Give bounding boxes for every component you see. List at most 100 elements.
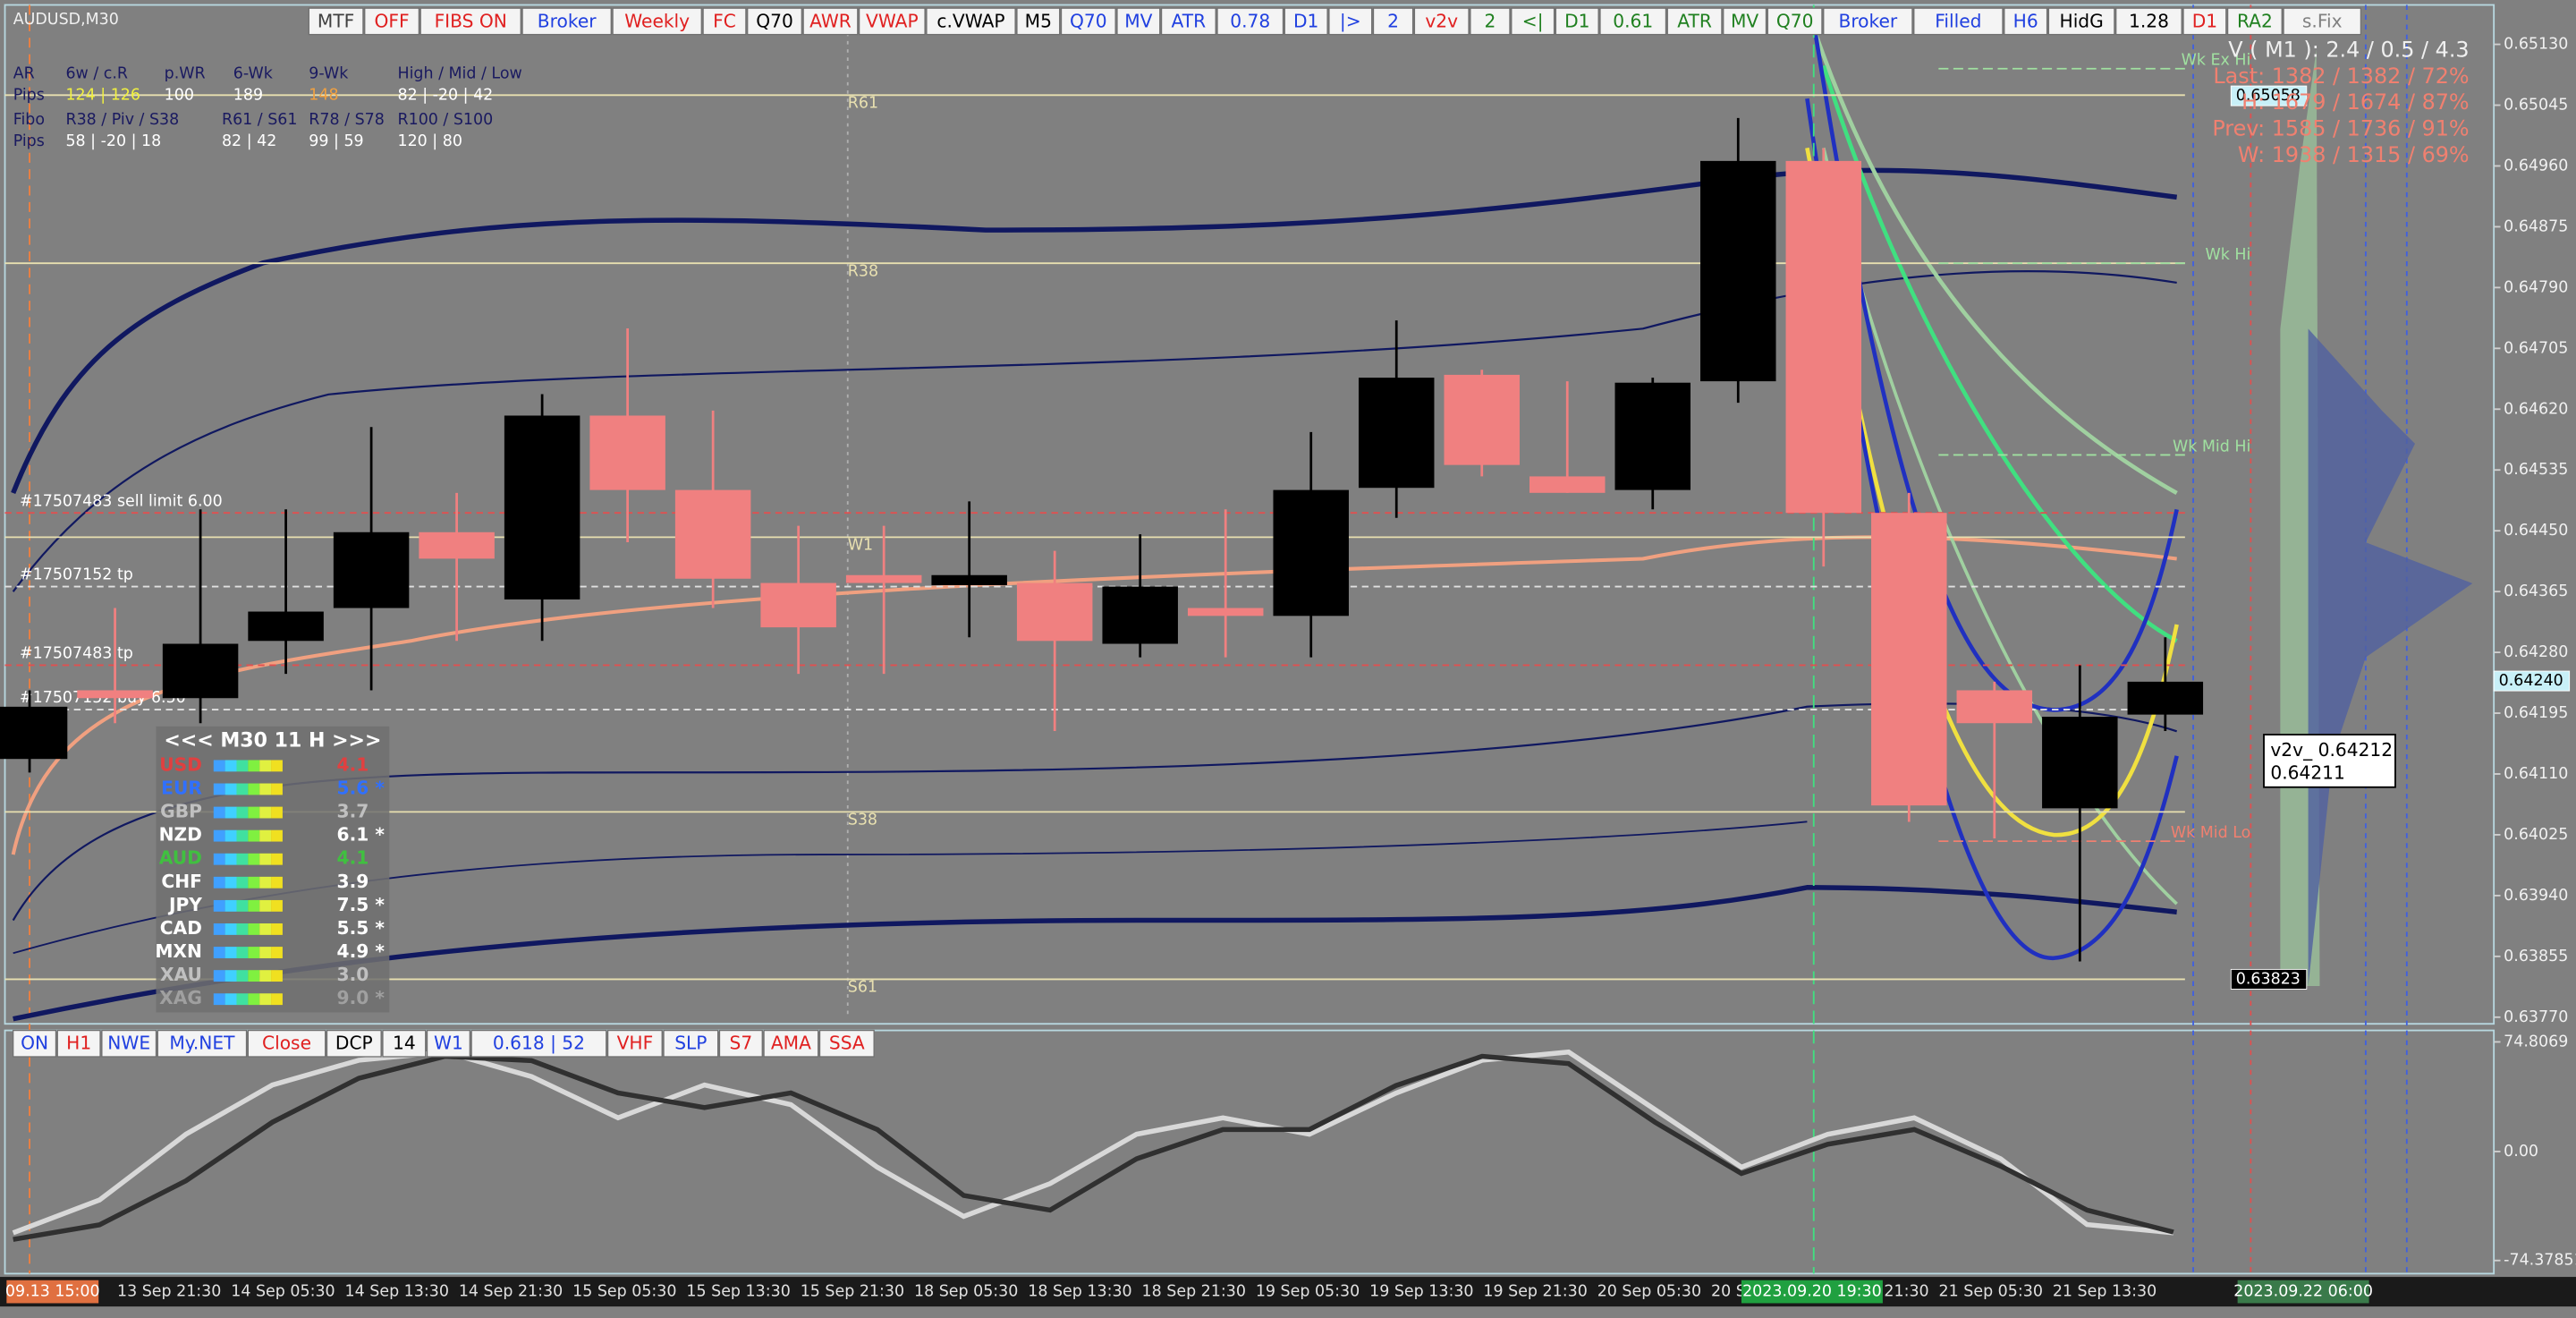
weekly-label: Wk Hi xyxy=(2205,246,2250,264)
strength-bar xyxy=(213,829,225,842)
strength-bar xyxy=(259,783,272,795)
toolbar-button[interactable]: D1 xyxy=(1284,7,1328,36)
toolbar-button[interactable]: AMA xyxy=(763,1029,819,1058)
info-cell: 99 | 59 xyxy=(309,132,363,150)
candle-body xyxy=(674,489,751,579)
toolbar-button[interactable]: 14 xyxy=(382,1029,427,1058)
y-tick-label: 0.64705 xyxy=(2504,339,2568,357)
toolbar-button[interactable]: W1 xyxy=(426,1029,470,1058)
toolbar-button[interactable]: D1 xyxy=(2182,7,2227,36)
strength-bar xyxy=(213,970,225,982)
toolbar-button[interactable]: M5 xyxy=(1016,7,1061,36)
button-label: FIBS ON xyxy=(435,10,507,31)
strength-bar xyxy=(259,876,272,889)
toolbar-button[interactable]: H6 xyxy=(2004,7,2048,36)
strength-bar xyxy=(259,923,272,935)
toolbar-button[interactable]: <| xyxy=(1511,7,1555,36)
parabola xyxy=(1805,98,2179,961)
button-label: H6 xyxy=(2013,10,2038,31)
button-face xyxy=(747,7,802,36)
info-cell: 6w / c.R xyxy=(65,65,128,83)
button-face xyxy=(663,1029,719,1058)
strength-bar xyxy=(271,899,283,912)
candle-body xyxy=(589,415,665,490)
band-lower xyxy=(13,885,2177,1022)
toolbar-button[interactable]: Q70 xyxy=(747,7,802,36)
x-tick-label: 21 Sep 05:30 xyxy=(1939,1283,2043,1301)
button-label: ATR xyxy=(1172,10,1207,31)
info-cell: 6-Wk xyxy=(233,65,274,83)
toolbar-button[interactable]: FC xyxy=(702,7,747,36)
toolbar-button[interactable]: SLP xyxy=(663,1029,719,1058)
y-tick-label: 0.64535 xyxy=(2504,461,2568,479)
toolbar-button[interactable]: 0.61 xyxy=(1599,7,1667,36)
strength-header: <<< M30 11 H >>> xyxy=(164,729,381,752)
strength-bar xyxy=(213,899,225,912)
toolbar-button[interactable]: VWAP xyxy=(858,7,926,36)
currency-value: 3.0 xyxy=(337,964,369,985)
button-face xyxy=(2004,7,2048,36)
button-face xyxy=(606,1029,663,1058)
toolbar-button[interactable]: 0.78 xyxy=(1216,7,1284,36)
toolbar-button[interactable]: Close xyxy=(247,1029,326,1058)
y-tick-label: 0.65045 xyxy=(2504,97,2568,115)
toolbar-button[interactable]: c.VWAP xyxy=(926,7,1016,36)
toolbar-button[interactable]: S7 xyxy=(718,1029,763,1058)
window-title: AUDUSD,M30 xyxy=(13,11,119,29)
x-tick-label: 15 Sep 21:30 xyxy=(801,1283,904,1301)
info-cell: 120 | 80 xyxy=(397,132,462,150)
strength-bar xyxy=(259,899,272,912)
toolbar-button[interactable]: Broker xyxy=(1823,7,1913,36)
toolbar-button[interactable]: ATR xyxy=(1160,7,1216,36)
toolbar-button[interactable]: D1 xyxy=(1555,7,1599,36)
toolbar-button[interactable]: FIBS ON xyxy=(419,7,521,36)
toolbar-button[interactable]: |> xyxy=(1328,7,1373,36)
toolbar-button[interactable]: Weekly xyxy=(612,7,702,36)
currency-name: MXN xyxy=(155,940,202,962)
toolbar-button[interactable]: MV xyxy=(1723,7,1767,36)
toolbar-button[interactable]: SSA xyxy=(818,1029,875,1058)
toolbar-button[interactable]: NWE xyxy=(101,1029,157,1058)
toolbar-button[interactable]: 0.618 | 52 xyxy=(470,1029,607,1058)
button-label: OFF xyxy=(374,10,409,31)
toolbar-button[interactable]: 1.28 xyxy=(2115,7,2182,36)
y-tick-label: 0.64280 xyxy=(2504,643,2568,661)
toolbar-button[interactable]: MV xyxy=(1116,7,1161,36)
button-face xyxy=(1372,7,1414,36)
toolbar-button[interactable]: Filled xyxy=(1913,7,2004,36)
y-tick-label: 0.64110 xyxy=(2504,765,2568,783)
button-face xyxy=(247,1029,326,1058)
info-cell: 189 xyxy=(233,87,263,105)
toolbar-button[interactable]: ON xyxy=(13,1029,57,1058)
toolbar-button[interactable]: RA2 xyxy=(2226,7,2283,36)
toolbar-button[interactable]: OFF xyxy=(364,7,420,36)
candle-body xyxy=(1871,513,1947,806)
strength-bar xyxy=(236,783,249,795)
toolbar-button[interactable]: HidG xyxy=(2047,7,2115,36)
toolbar-button[interactable]: My.NET xyxy=(157,1029,248,1058)
strength-bar xyxy=(213,853,225,865)
strength-bar xyxy=(259,993,272,1006)
button-label: Q70 xyxy=(756,10,793,31)
strength-bar xyxy=(213,806,225,819)
toolbar-button[interactable]: H1 xyxy=(56,1029,101,1058)
toolbar-button[interactable]: 2 xyxy=(1470,7,1511,36)
toolbar-button[interactable]: Q70 xyxy=(1060,7,1116,36)
volume-profile xyxy=(2308,328,2473,986)
toolbar-button[interactable]: v2v xyxy=(1413,7,1470,36)
y-tick-label: 0.65130 xyxy=(2504,36,2568,54)
toolbar-button[interactable]: ATR xyxy=(1666,7,1723,36)
candle-body xyxy=(1785,160,1862,514)
toolbar-button[interactable]: DCP xyxy=(326,1029,382,1058)
toolbar-button[interactable]: MTF xyxy=(308,7,364,36)
toolbar-button[interactable]: Broker xyxy=(521,7,612,36)
toolbar-button[interactable]: VHF xyxy=(606,1029,663,1058)
button-face xyxy=(308,7,364,36)
toolbar-button[interactable]: AWR xyxy=(802,7,859,36)
button-label: MTF xyxy=(318,10,354,31)
toolbar-button[interactable]: 2 xyxy=(1372,7,1414,36)
toolbar-button[interactable]: Q70 xyxy=(1767,7,1823,36)
y-tick-label: 0.63770 xyxy=(2504,1008,2568,1026)
currency-value: 6.1 * xyxy=(337,824,386,846)
toolbar-button[interactable]: s.Fix xyxy=(2283,7,2362,36)
